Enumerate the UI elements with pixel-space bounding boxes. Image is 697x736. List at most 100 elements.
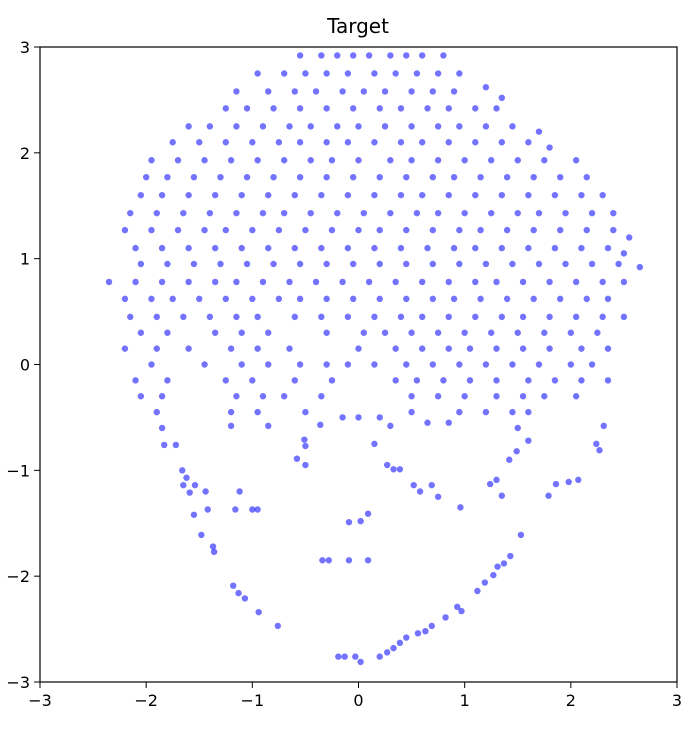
scatter-point [413, 70, 421, 77]
scatter-point [238, 361, 245, 368]
scatter-point [493, 278, 500, 286]
scatter-point [323, 139, 330, 146]
scatter-point [291, 313, 298, 321]
scatter-point [127, 209, 134, 217]
scatter-point [355, 345, 362, 352]
scatter-point [270, 105, 277, 112]
scatter-point [254, 345, 261, 352]
scatter-point [238, 191, 245, 199]
scatter-point [325, 557, 332, 564]
scatter-point [408, 88, 415, 95]
scatter-point [296, 260, 304, 268]
scatter-point [600, 422, 607, 430]
scatter-point [392, 345, 399, 352]
scatter-point [352, 653, 359, 660]
scatter-point [434, 157, 442, 164]
scatter-point [509, 123, 516, 130]
scatter-point [206, 123, 214, 130]
scatter-point [243, 173, 251, 181]
scatter-point [334, 123, 341, 130]
scatter-point [477, 295, 484, 303]
scatter-point [456, 226, 463, 234]
y-tick-label: −2 [6, 567, 30, 586]
scatter-point [474, 587, 481, 595]
scatter-point [280, 70, 288, 77]
scatter-point [201, 157, 208, 164]
scatter-point [280, 209, 288, 217]
scatter-point [381, 88, 389, 95]
scatter-point [232, 506, 239, 513]
scatter-point [132, 377, 139, 384]
scatter-point [482, 408, 490, 416]
scatter-point [578, 244, 585, 252]
y-axis: −3 −2 −1 0 1 2 3 [6, 38, 40, 692]
scatter-point [185, 123, 192, 130]
scatter-point [466, 377, 474, 384]
scatter-point [291, 377, 298, 384]
scatter-point [565, 478, 572, 486]
scatter-point [472, 278, 479, 286]
scatter-point [434, 493, 442, 500]
scatter-point [227, 157, 235, 164]
scatter-point [567, 361, 575, 368]
scatter-point [249, 139, 256, 146]
scatter-point [296, 361, 304, 368]
scatter-point [546, 345, 553, 352]
scatter-point [450, 88, 458, 95]
scatter-point [307, 123, 314, 130]
scatter-point [365, 278, 373, 286]
scatter-point [530, 173, 537, 181]
scatter-point [525, 408, 532, 416]
scatter-point [392, 70, 399, 77]
scatter-point [222, 105, 229, 112]
scatter-point [201, 361, 208, 368]
scatter-point [148, 157, 155, 164]
scatter-point [429, 226, 437, 234]
scatter-point [450, 244, 458, 252]
scatter-point [270, 260, 277, 268]
scatter-point [180, 313, 187, 321]
scatter-point [174, 157, 182, 164]
scatter-point [482, 260, 490, 268]
scatter-point [302, 461, 309, 469]
scatter-point [360, 88, 368, 95]
scatter-point [307, 209, 314, 217]
scatter-point [482, 361, 490, 368]
scatter-point [493, 476, 500, 484]
scatter-point [472, 191, 479, 199]
scatter-point [243, 105, 251, 112]
scatter-point [482, 84, 490, 91]
scatter-point [344, 191, 352, 199]
scatter-point [381, 123, 389, 130]
scatter-point [535, 260, 543, 268]
scatter-point [419, 313, 426, 321]
scatter-point [158, 424, 166, 432]
scatter-point [291, 244, 298, 252]
y-tick-label: −1 [6, 461, 30, 480]
scatter-point [307, 157, 314, 164]
scatter-point [233, 88, 240, 95]
scatter-point [445, 345, 452, 352]
scatter-point [222, 226, 229, 234]
scatter-point [254, 157, 261, 164]
scatter-point [233, 278, 240, 286]
scatter-point [390, 644, 397, 652]
scatter-point [403, 52, 410, 59]
scatter-point [339, 278, 346, 286]
scatter-point [514, 209, 521, 217]
scatter-point [371, 440, 378, 448]
scatter-point [142, 173, 150, 181]
scatter-point [408, 329, 415, 336]
scatter-point [408, 157, 415, 164]
scatter-point [506, 456, 513, 463]
scatter-point [419, 278, 426, 286]
scatter-point [408, 393, 415, 400]
scatter-point [249, 506, 256, 513]
scatter-point [445, 105, 452, 112]
scatter-point [604, 345, 612, 352]
scatter-point [318, 191, 325, 199]
scatter-point [419, 345, 426, 352]
scatter-point [132, 278, 139, 286]
scatter-point [408, 123, 415, 130]
scatter-point [525, 139, 532, 146]
